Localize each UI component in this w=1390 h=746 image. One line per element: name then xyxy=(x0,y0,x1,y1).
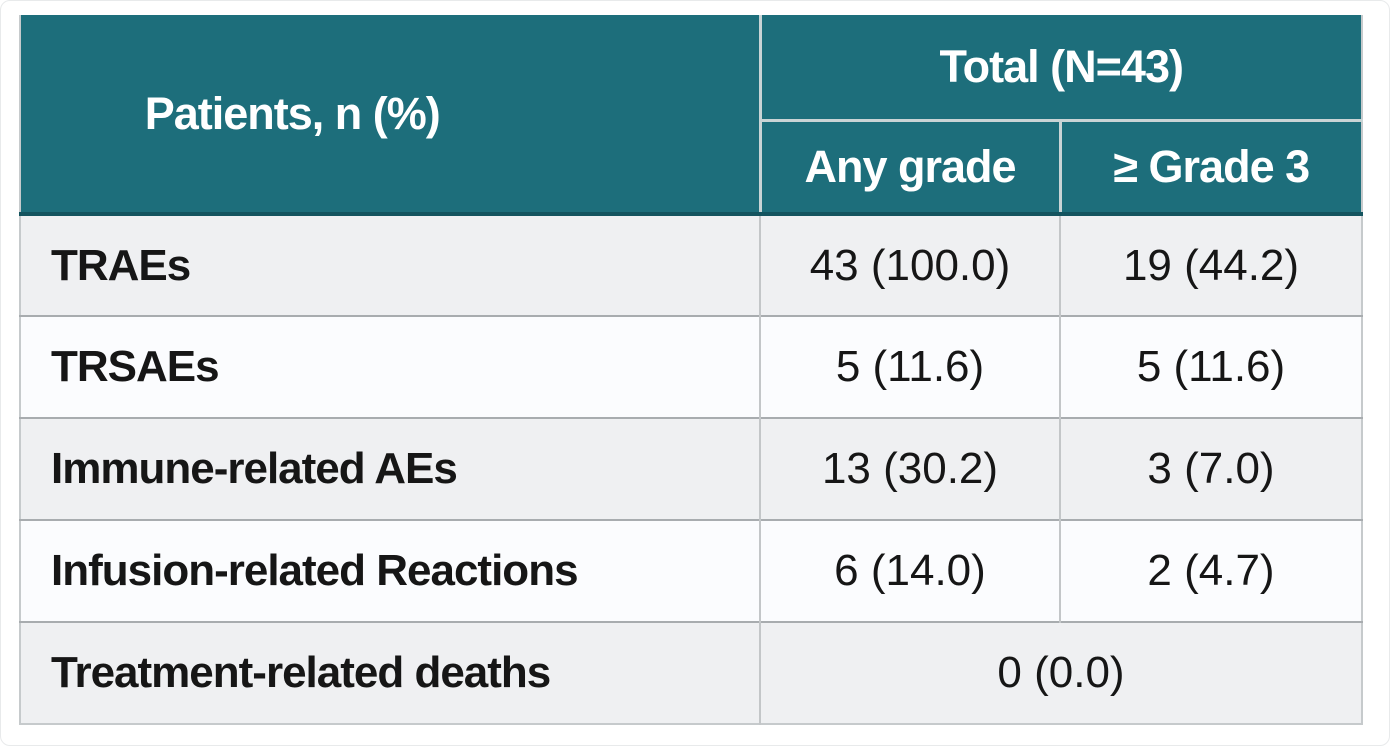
grade3-value: 19 (44.2) xyxy=(1059,214,1362,316)
grade3-value: 3 (7.0) xyxy=(1059,417,1362,520)
any-grade-value: 13 (30.2) xyxy=(759,417,1060,520)
header-cell-patients: Patients, n (%) xyxy=(20,15,762,216)
header-cell-grade3: ≥ Grade 3 xyxy=(1058,120,1362,216)
any-grade-value: 5 (11.6) xyxy=(759,315,1060,418)
table-row-traes: TRAEs 43 (100.0) 19 (44.2) xyxy=(20,214,1362,316)
row-label: TRAEs xyxy=(20,214,760,316)
header-cell-total-group: Total (N=43) xyxy=(760,15,1362,122)
table-row-infusion-related-reactions: Infusion-related Reactions 6 (14.0) 2 (4… xyxy=(20,519,1362,622)
adverse-events-table: Patients, n (%) Total (N=43) Any grade ≥… xyxy=(19,15,1363,725)
grade3-value: 5 (11.6) xyxy=(1059,315,1362,418)
row-label: Infusion-related Reactions xyxy=(20,519,760,622)
merged-total-value: 0 (0.0) xyxy=(759,621,1362,724)
table-header: Patients, n (%) Total (N=43) Any grade ≥… xyxy=(20,15,1362,216)
table-row-immune-related-aes: Immune-related AEs 13 (30.2) 3 (7.0) xyxy=(20,417,1362,520)
row-label: Immune-related AEs xyxy=(20,417,760,520)
row-label: Treatment-related deaths xyxy=(20,621,760,724)
any-grade-value: 6 (14.0) xyxy=(759,519,1060,622)
row-label: TRSAEs xyxy=(20,315,760,418)
header-row-subcolumns: Any grade ≥ Grade 3 xyxy=(20,120,1362,216)
table-row-treatment-related-deaths: Treatment-related deaths 0 (0.0) xyxy=(20,621,1362,724)
table-row-trsaes: TRSAEs 5 (11.6) 5 (11.6) xyxy=(20,315,1362,418)
any-grade-value: 43 (100.0) xyxy=(759,214,1060,316)
table-body: TRAEs 43 (100.0) 19 (44.2) TRSAEs 5 (11.… xyxy=(20,214,1362,724)
grade3-value: 2 (4.7) xyxy=(1059,519,1362,622)
header-row-group: Patients, n (%) Total (N=43) xyxy=(20,15,1362,216)
header-cell-any-grade: Any grade xyxy=(760,120,1060,216)
